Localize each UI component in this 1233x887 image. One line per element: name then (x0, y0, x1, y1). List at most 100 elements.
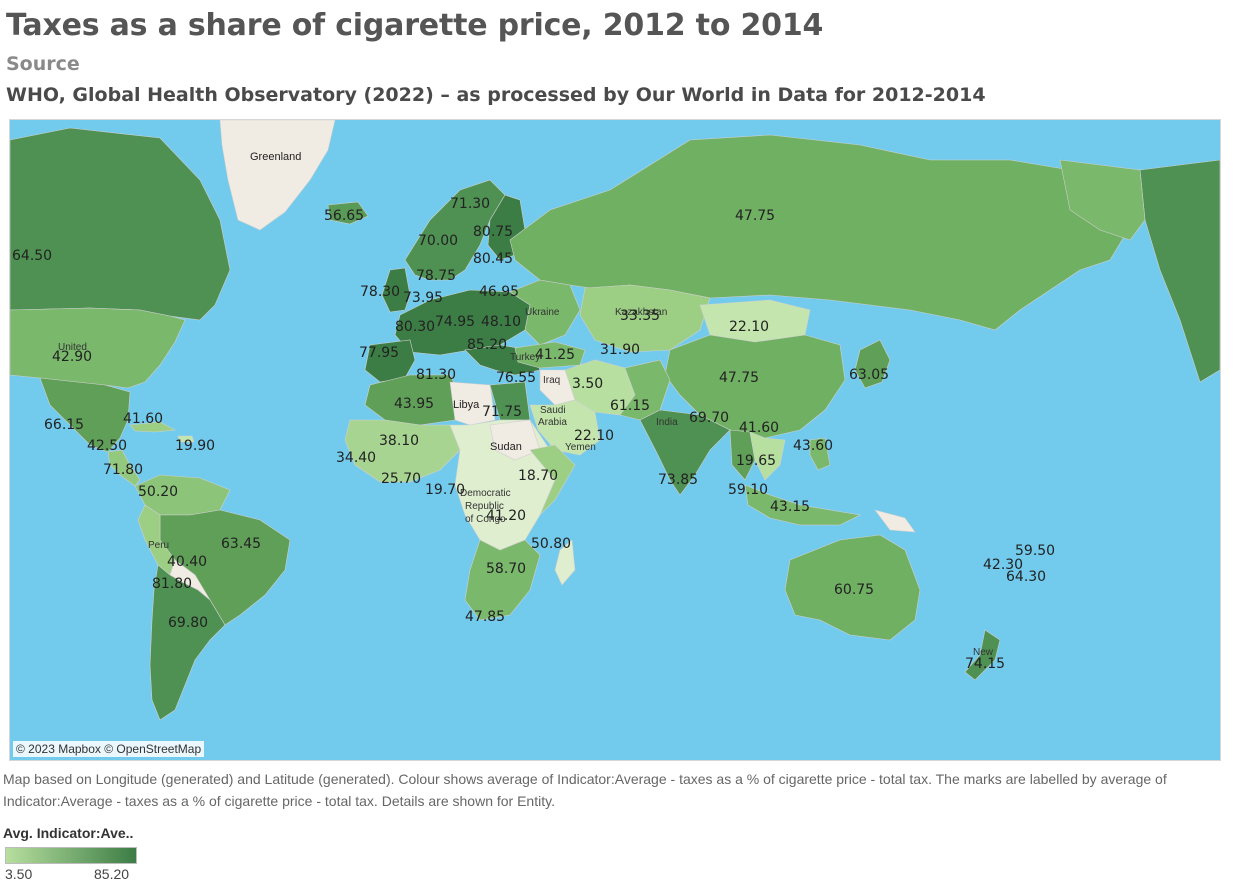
value-label-france: 80.30 (395, 319, 435, 335)
value-label-baltics: 80.45 (473, 251, 513, 267)
legend-max-label: 85.20 (94, 866, 130, 882)
country-mexico[interactable] (39, 377, 131, 453)
value-label-poland: 46.95 (479, 284, 519, 300)
value-label-greece: 76.55 (496, 370, 536, 386)
value-label-central-america: 42.50 (87, 438, 127, 454)
value-label-bangladesh: 69.70 (689, 410, 729, 426)
country-alaska-east[interactable] (1139, 159, 1220, 383)
country-australia[interactable] (784, 534, 921, 641)
country-west-africa[interactable] (344, 419, 461, 483)
value-label-malaysia: 59.10 (728, 482, 768, 498)
value-label-spain: 77.95 (359, 345, 399, 361)
country-argentina-chile[interactable] (149, 564, 226, 721)
place-label-greenland: Greenland (250, 151, 301, 163)
country-southern-africa[interactable] (464, 539, 541, 621)
country-uk[interactable] (381, 267, 411, 313)
value-label-greenland-iceland: 56.65 (324, 208, 364, 224)
country-libya[interactable] (449, 381, 496, 426)
place-label-united: United (58, 342, 87, 353)
value-label-turkey: 41.25 (535, 347, 575, 363)
country-indochina[interactable] (749, 431, 786, 481)
source-text: WHO, Global Health Observatory (2022) – … (6, 84, 986, 106)
value-label-afghanistan: 31.90 (600, 342, 640, 358)
value-label-pakistan: 61.15 (610, 398, 650, 414)
country-kazakhstan[interactable] (579, 284, 711, 353)
country-alaska-west[interactable] (1059, 159, 1146, 241)
place-label-drc-3: of Congo (465, 514, 506, 525)
place-label-yemen: Yemen (565, 442, 596, 453)
place-label-saudi-1: Saudi (540, 405, 566, 416)
value-label-new-zealand: 74.15 (965, 656, 1005, 672)
value-label-fiji: 59.50 (1015, 543, 1055, 559)
country-dominican[interactable] (177, 435, 195, 443)
value-label-mauritania: 38.10 (379, 433, 419, 449)
place-label-peru: Peru (148, 540, 169, 551)
place-label-drc-2: Republic (465, 501, 504, 512)
value-label-peru: 40.40 (167, 554, 207, 570)
value-label-zimbabwe: 58.70 (486, 561, 526, 577)
value-label-algeria: 81.30 (416, 367, 456, 383)
value-label-india: 73.85 (658, 472, 698, 488)
country-saudi[interactable] (529, 399, 601, 456)
value-label-thailand: 19.65 (736, 453, 776, 469)
country-greenland[interactable] (219, 120, 336, 231)
value-label-vanuatu: 42.30 (983, 557, 1023, 573)
place-label-ukraine: Ukraine (525, 307, 560, 318)
place-label-iraq: Iraq (543, 375, 560, 386)
value-label-senegal: 34.40 (336, 450, 376, 466)
map-attribution[interactable]: © 2023 Mapbox © OpenStreetMap (13, 741, 205, 757)
country-iceland[interactable] (327, 201, 369, 225)
country-china[interactable] (664, 334, 846, 439)
value-label-south-africa: 47.85 (465, 609, 505, 625)
place-label-new: New (973, 647, 994, 658)
value-label-usa: 42.90 (52, 349, 92, 365)
country-philippines[interactable] (809, 437, 831, 471)
chart-title: Taxes as a share of cigarette price, 201… (6, 8, 824, 43)
country-bangladesh-myanmar[interactable] (729, 429, 756, 481)
value-label-russia: 47.75 (735, 208, 775, 224)
country-japan[interactable] (854, 339, 891, 389)
country-india[interactable] (639, 409, 731, 496)
country-east-africa[interactable] (529, 444, 576, 516)
value-label-egypt: 71.75 (482, 404, 522, 420)
value-label-mexico: 66.15 (44, 417, 84, 433)
place-label-libya: Libya (453, 399, 480, 411)
value-label-samoa: 64.30 (1006, 569, 1046, 585)
country-madagascar[interactable] (554, 539, 576, 586)
country-cuba[interactable] (129, 421, 177, 433)
value-label-nigeria: 19.70 (425, 482, 465, 498)
legend-min-label: 3.50 (5, 866, 33, 882)
value-label-panama: 71.80 (103, 462, 143, 478)
source-label: Source (6, 53, 80, 75)
value-label-saudi: 22.10 (574, 428, 614, 444)
value-label-philippines: 43.60 (793, 438, 833, 454)
country-central-america[interactable] (107, 449, 141, 487)
value-label-ethiopia: 18.70 (518, 468, 558, 484)
value-label-mozambique: 50.80 (531, 536, 571, 552)
value-label-mongolia: 22.10 (729, 319, 769, 335)
value-label-brazil: 63.45 (221, 536, 261, 552)
country-malaysia-indonesia[interactable] (744, 484, 861, 526)
value-label-austria: 74.95 (435, 314, 475, 330)
place-label-saudi-2: Arabia (538, 417, 567, 428)
place-label-sudan: Sudan (490, 441, 522, 453)
place-label-drc-1: Democratic (460, 488, 511, 499)
country-new-zealand[interactable] (964, 629, 1001, 681)
value-label-chile-north: 81.80 (152, 576, 192, 592)
country-norway-sweden[interactable] (404, 179, 506, 281)
world-map[interactable]: Greenland Libya Sudan Democratic Republi… (9, 119, 1221, 761)
value-label-japan: 63.05 (849, 367, 889, 383)
place-label-india: India (656, 417, 678, 428)
value-label-italy: 85.20 (467, 337, 507, 353)
country-sudan[interactable] (489, 419, 541, 461)
place-label-kazakhstan: Kazakhstan (615, 307, 667, 318)
value-label-colombia: 50.20 (138, 484, 178, 500)
value-label-finland: 80.75 (473, 224, 513, 240)
value-label-vietnam: 41.60 (739, 420, 779, 436)
map-canvas[interactable]: Greenland Libya Sudan Democratic Republi… (10, 120, 1220, 760)
country-png[interactable] (874, 509, 916, 533)
value-label-kazakhstan: 33.35 (620, 308, 660, 324)
value-label-ghana: 25.70 (381, 471, 421, 487)
value-label-australia: 60.75 (834, 582, 874, 598)
value-label-sweden-finland: 71.30 (450, 196, 490, 212)
